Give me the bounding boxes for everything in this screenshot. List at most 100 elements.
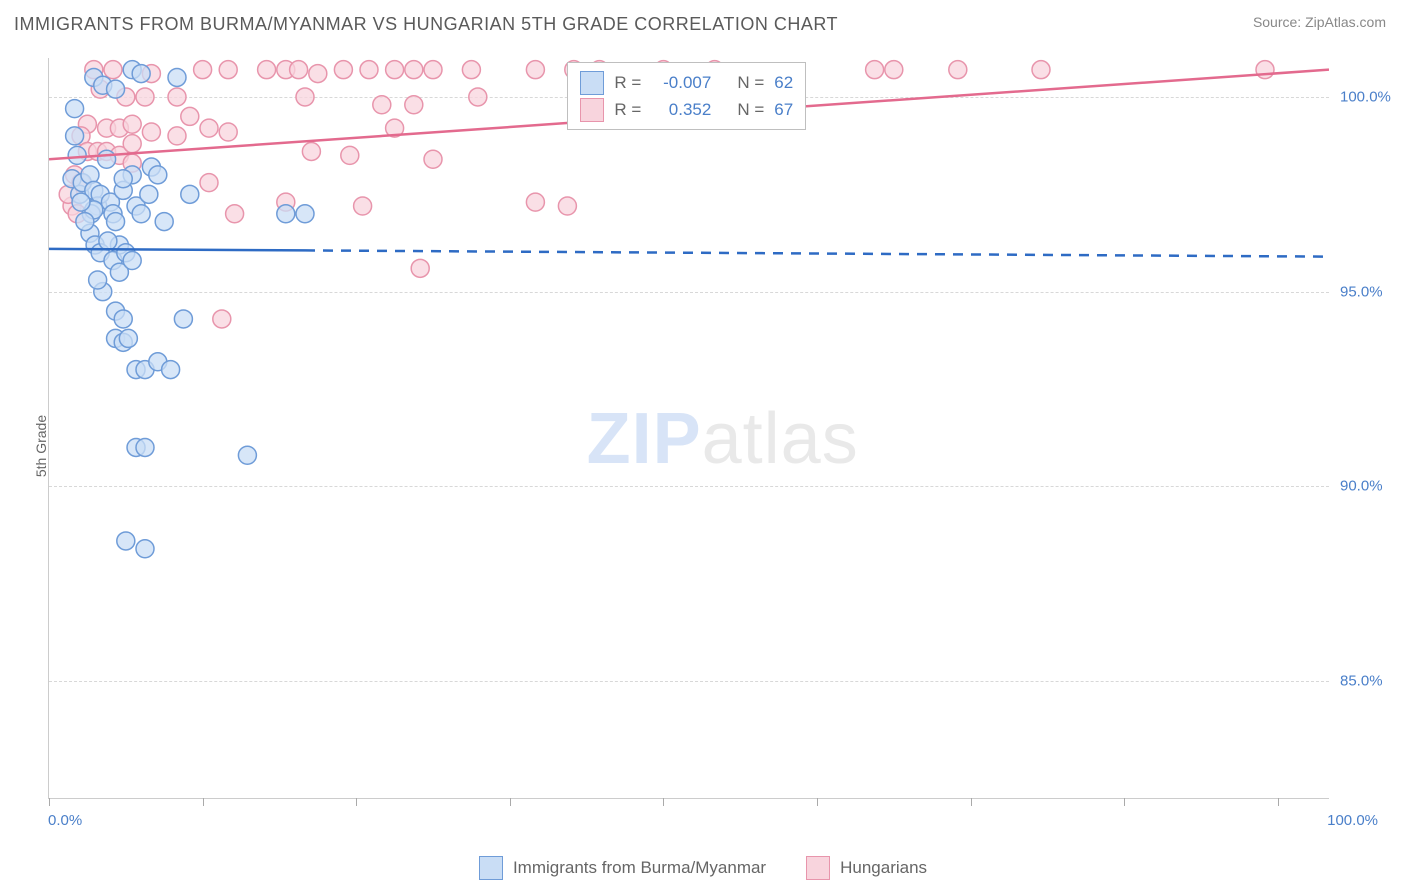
scatter-point-hungarian	[405, 61, 423, 79]
scatter-point-hungarian	[1032, 61, 1050, 79]
y-tick-label: 90.0%	[1340, 478, 1383, 495]
corr-R-label: R =	[614, 69, 641, 96]
scatter-point-hungarian	[309, 65, 327, 83]
scatter-point-burma	[174, 310, 192, 328]
scatter-point-burma	[296, 205, 314, 223]
source-value: ZipAtlas.com	[1305, 14, 1386, 30]
scatter-point-hungarian	[226, 205, 244, 223]
scatter-point-hungarian	[411, 259, 429, 277]
scatter-point-burma	[155, 213, 173, 231]
scatter-point-hungarian	[469, 88, 487, 106]
scatter-point-hungarian	[290, 61, 308, 79]
x-tick	[49, 798, 50, 806]
scatter-point-burma	[117, 532, 135, 550]
source-label: Source:	[1253, 14, 1305, 30]
scatter-point-burma	[119, 329, 137, 347]
scatter-point-burma	[107, 80, 125, 98]
scatter-point-burma	[149, 166, 167, 184]
x-min-label: 0.0%	[48, 812, 82, 829]
chart-container: IMMIGRANTS FROM BURMA/MYANMAR VS HUNGARI…	[0, 0, 1406, 892]
scatter-point-burma	[168, 68, 186, 86]
corr-N-label: N =	[737, 96, 764, 123]
legend-swatch-hungarian	[806, 856, 830, 880]
scatter-point-burma	[66, 100, 84, 118]
scatter-point-burma	[98, 150, 116, 168]
scatter-svg	[49, 58, 1329, 798]
scatter-point-hungarian	[123, 115, 141, 133]
scatter-point-hungarian	[123, 135, 141, 153]
x-tick	[971, 798, 972, 806]
scatter-point-burma	[136, 540, 154, 558]
scatter-point-burma	[181, 185, 199, 203]
scatter-point-hungarian	[386, 61, 404, 79]
scatter-point-hungarian	[405, 96, 423, 114]
scatter-point-burma	[132, 65, 150, 83]
scatter-point-burma	[277, 205, 295, 223]
scatter-point-hungarian	[462, 61, 480, 79]
plot-area: ZIPatlas R =-0.007N =62R =0.352N =67	[48, 58, 1329, 799]
legend-item-hungarian: Hungarians	[806, 856, 927, 880]
scatter-point-hungarian	[181, 107, 199, 125]
chart-title: IMMIGRANTS FROM BURMA/MYANMAR VS HUNGARI…	[14, 14, 838, 35]
y-axis-label: 5th Grade	[33, 415, 49, 477]
scatter-point-hungarian	[219, 61, 237, 79]
source-attribution: Source: ZipAtlas.com	[1253, 14, 1386, 30]
scatter-point-hungarian	[168, 127, 186, 145]
scatter-point-hungarian	[136, 88, 154, 106]
scatter-point-hungarian	[168, 88, 186, 106]
scatter-point-hungarian	[424, 61, 442, 79]
scatter-point-burma	[132, 205, 150, 223]
x-tick	[663, 798, 664, 806]
correlation-row-burma: R = -0.007 N = 62	[580, 69, 793, 96]
scatter-point-hungarian	[200, 119, 218, 137]
scatter-point-burma	[89, 271, 107, 289]
y-tick-label: 85.0%	[1340, 673, 1383, 690]
scatter-point-hungarian	[360, 61, 378, 79]
x-tick	[203, 798, 204, 806]
legend-label-burma: Immigrants from Burma/Myanmar	[513, 858, 766, 878]
scatter-point-hungarian	[1256, 61, 1274, 79]
scatter-point-hungarian	[341, 146, 359, 164]
scatter-point-hungarian	[296, 88, 314, 106]
scatter-point-hungarian	[258, 61, 276, 79]
scatter-point-burma	[99, 232, 117, 250]
y-tick-label: 100.0%	[1340, 88, 1391, 105]
legend-swatch-burma	[479, 856, 503, 880]
scatter-point-hungarian	[354, 197, 372, 215]
corr-R-value-burma: -0.007	[651, 69, 711, 96]
scatter-point-hungarian	[194, 61, 212, 79]
x-tick	[356, 798, 357, 806]
corr-swatch-hungarian	[580, 98, 604, 122]
scatter-point-hungarian	[526, 61, 544, 79]
corr-N-value-burma: 62	[774, 69, 793, 96]
scatter-point-hungarian	[558, 197, 576, 215]
corr-N-label: N =	[737, 69, 764, 96]
regression-line-burma	[49, 249, 305, 251]
scatter-point-hungarian	[104, 61, 122, 79]
scatter-point-hungarian	[424, 150, 442, 168]
correlation-row-hungarian: R = 0.352 N = 67	[580, 96, 793, 123]
x-tick	[510, 798, 511, 806]
scatter-point-burma	[114, 170, 132, 188]
legend-item-burma: Immigrants from Burma/Myanmar	[479, 856, 766, 880]
scatter-point-hungarian	[200, 174, 218, 192]
scatter-point-hungarian	[334, 61, 352, 79]
corr-N-value-hungarian: 67	[774, 96, 793, 123]
scatter-point-hungarian	[866, 61, 884, 79]
scatter-point-hungarian	[885, 61, 903, 79]
y-tick-label: 95.0%	[1340, 283, 1383, 300]
scatter-point-hungarian	[302, 142, 320, 160]
x-tick	[1124, 798, 1125, 806]
scatter-point-burma	[162, 361, 180, 379]
scatter-point-burma	[72, 193, 90, 211]
corr-R-label: R =	[614, 96, 641, 123]
scatter-point-burma	[76, 213, 94, 231]
corr-R-value-hungarian: 0.352	[651, 96, 711, 123]
scatter-point-hungarian	[142, 123, 160, 141]
corr-swatch-burma	[580, 71, 604, 95]
scatter-point-burma	[238, 446, 256, 464]
correlation-legend: R = -0.007 N = 62 R = 0.352 N = 67	[567, 62, 806, 130]
scatter-point-hungarian	[219, 123, 237, 141]
series-legend: Immigrants from Burma/Myanmar Hungarians	[0, 856, 1406, 880]
scatter-point-burma	[107, 213, 125, 231]
